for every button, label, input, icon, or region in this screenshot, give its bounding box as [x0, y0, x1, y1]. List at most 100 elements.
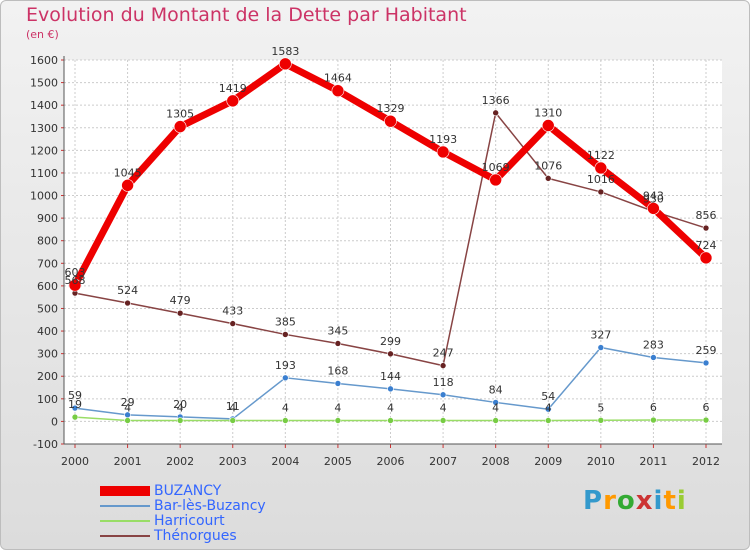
x-tick-label: 2009	[534, 455, 562, 468]
chart-unit: (en €)	[26, 28, 59, 41]
chart-title: Evolution du Montant de la Dette par Hab…	[26, 4, 467, 26]
data-label-th-norgues: 1366	[482, 94, 510, 107]
logo-letter: P	[583, 486, 604, 516]
legend-item: Bar-lès-Buzancy	[100, 499, 340, 514]
data-point-buzancy	[699, 251, 713, 265]
legend-label: Harricourt	[154, 513, 225, 529]
data-point-buzancy	[279, 57, 292, 71]
legend-item: Thénorgues	[100, 529, 340, 544]
data-label-th-norgues: 345	[327, 324, 348, 337]
data-label-buzancy: 1069	[482, 161, 510, 174]
data-label-bar-l-s-buzancy: 283	[643, 338, 664, 351]
data-point-harricourt	[387, 417, 394, 424]
logo-letter: i	[653, 486, 664, 516]
data-point-harricourt	[439, 417, 447, 424]
data-label-buzancy: 1122	[587, 149, 615, 162]
logo-letter: r	[603, 486, 617, 516]
data-point-th-norgues	[229, 320, 237, 327]
data-point-th-norgues	[492, 109, 499, 117]
data-point-buzancy	[68, 278, 82, 292]
y-tick-label: 1600	[30, 54, 58, 67]
data-point-buzancy	[541, 119, 555, 132]
data-label-th-norgues: 479	[170, 294, 191, 307]
data-label-th-norgues: 930	[643, 192, 664, 205]
data-point-bar-l-s-buzancy	[702, 359, 710, 367]
proxiti-logo: Proxiti	[583, 486, 687, 516]
data-point-buzancy	[331, 84, 345, 98]
y-tick-label: 100	[37, 393, 58, 406]
data-point-th-norgues	[124, 299, 131, 307]
data-label-harricourt: 6	[650, 401, 657, 414]
y-tick-label: 1000	[30, 190, 58, 203]
data-point-bar-l-s-buzancy	[71, 404, 79, 412]
data-label-bar-l-s-buzancy: 11	[226, 400, 240, 413]
y-tick-label: -100	[33, 438, 58, 451]
data-point-harricourt	[597, 416, 605, 424]
y-tick-label: 0	[51, 415, 58, 428]
x-tick-label: 2000	[61, 455, 89, 468]
data-label-th-norgues: 1016	[587, 173, 615, 186]
y-tick-label: 600	[37, 280, 58, 293]
data-label-bar-l-s-buzancy: 29	[121, 396, 135, 409]
x-tick-label: 2001	[114, 455, 142, 468]
data-point-buzancy	[594, 161, 608, 175]
data-label-buzancy: 1193	[429, 133, 457, 146]
logo-letter: o	[616, 486, 636, 516]
data-label-bar-l-s-buzancy: 54	[541, 390, 555, 403]
data-label-bar-l-s-buzancy: 327	[590, 329, 611, 342]
data-label-buzancy: 1045	[114, 166, 142, 179]
data-point-buzancy	[436, 145, 450, 159]
x-tick-label: 2007	[429, 455, 457, 468]
data-label-bar-l-s-buzancy: 193	[275, 359, 296, 372]
data-label-bar-l-s-buzancy: 144	[380, 370, 401, 383]
data-point-harricourt	[544, 417, 552, 424]
data-label-th-norgues: 568	[65, 274, 86, 287]
data-label-th-norgues: 247	[433, 347, 454, 360]
data-label-buzancy: 943	[643, 189, 664, 202]
y-tick-label: 1300	[30, 122, 58, 135]
data-label-th-norgues: 433	[222, 305, 243, 318]
data-point-bar-l-s-buzancy	[387, 385, 394, 393]
x-tick-label: 2011	[639, 455, 667, 468]
data-label-bar-l-s-buzancy: 118	[433, 376, 454, 389]
data-label-buzancy: 724	[696, 239, 717, 252]
data-label-bar-l-s-buzancy: 20	[173, 398, 187, 411]
y-tick-label: 500	[37, 302, 58, 315]
data-label-buzancy: 1329	[377, 102, 405, 115]
data-point-th-norgues	[702, 224, 710, 232]
data-label-bar-l-s-buzancy: 259	[696, 344, 717, 357]
data-label-harricourt: 5	[597, 401, 604, 414]
data-label-buzancy: 1464	[324, 72, 352, 85]
legend-swatch	[100, 486, 150, 496]
y-tick-label: 800	[37, 235, 58, 248]
data-label-th-norgues: 524	[117, 284, 138, 297]
logo-letter: x	[635, 486, 654, 516]
legend-label: Bar-lès-Buzancy	[154, 498, 266, 514]
data-label-harricourt: 4	[177, 402, 184, 415]
data-label-buzancy: 1419	[219, 82, 247, 95]
data-point-harricourt	[71, 413, 79, 421]
legend-label: BUZANCY	[154, 483, 222, 499]
data-point-bar-l-s-buzancy	[650, 354, 657, 361]
x-tick-label: 2004	[271, 455, 299, 468]
data-label-th-norgues: 299	[380, 335, 401, 348]
data-point-buzancy	[384, 114, 397, 128]
data-point-bar-l-s-buzancy	[492, 399, 499, 406]
y-tick-label: 1400	[30, 99, 58, 112]
x-tick-label: 2003	[219, 455, 247, 468]
data-label-harricourt: 19	[68, 398, 82, 411]
x-tick-label: 2005	[324, 455, 352, 468]
y-tick-label: 700	[37, 257, 58, 270]
data-point-th-norgues	[439, 362, 447, 369]
data-label-bar-l-s-buzancy: 59	[68, 389, 82, 402]
data-point-bar-l-s-buzancy	[334, 380, 342, 387]
data-point-bar-l-s-buzancy	[282, 374, 289, 382]
y-tick-label: 900	[37, 212, 58, 225]
data-label-harricourt: 4	[440, 402, 447, 415]
data-point-buzancy	[489, 173, 502, 187]
data-point-th-norgues	[544, 175, 552, 182]
data-point-harricourt	[702, 416, 710, 424]
data-point-harricourt	[650, 416, 657, 424]
legend-label: Thénorgues	[154, 528, 237, 544]
data-label-buzancy: 603	[65, 266, 86, 279]
